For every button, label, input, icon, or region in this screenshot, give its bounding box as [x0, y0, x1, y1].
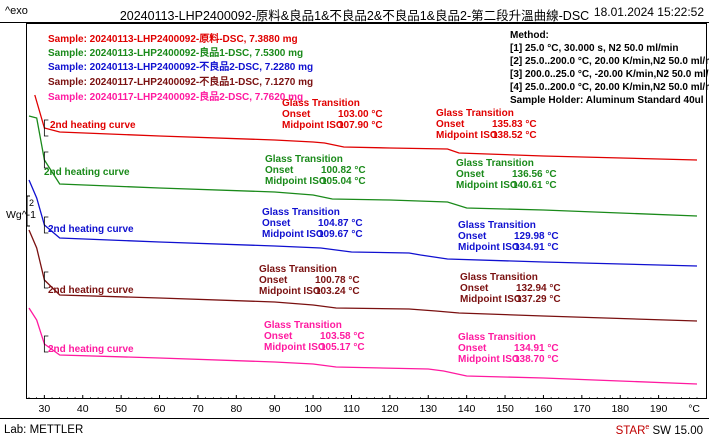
- curve-bracket: [43, 216, 49, 234]
- footer-divider: [0, 418, 709, 419]
- glass-transition-annotation: Glass Transition Onset 104.87 °C Midpoint…: [262, 207, 363, 240]
- glass-transition-annotation: Glass Transition Onset 129.98 °C Midpoint…: [458, 220, 559, 253]
- exo-direction-label: ^exo: [5, 5, 28, 17]
- x-tick-label: 150: [496, 403, 514, 415]
- curve-label: 2nd heating curve: [48, 224, 134, 235]
- curve-label: 2nd heating curve: [44, 167, 130, 178]
- x-tick-label: 70: [192, 403, 204, 415]
- method-step: [1] 25.0 °C, 30.000 s, N2 50.0 ml/min: [510, 43, 679, 54]
- glass-transition-annotation: Glass Transition Onset 100.82 °C Midpoint…: [265, 154, 366, 187]
- curve-label: 2nd heating curve: [48, 344, 134, 355]
- x-tick-label: 100: [304, 403, 322, 415]
- x-tick-label: 40: [77, 403, 89, 415]
- x-tick-label: 80: [230, 403, 242, 415]
- curve-bracket: [43, 335, 49, 353]
- curve-label: 2nd heating curve: [50, 120, 136, 131]
- dsc-curve: [34, 94, 698, 161]
- curve-bracket: [43, 151, 49, 169]
- legend-entry: Sample: 20240113-LHP2400092-不良品2-DSC, 7.…: [48, 62, 314, 73]
- legend-entry: Sample: 20240117-LHP2400092-不良品1-DSC, 7.…: [48, 77, 314, 88]
- curve-bracket: [43, 271, 49, 289]
- legend-entry: Sample: 20240117-LHP2400092-良品2-DSC, 7.7…: [48, 92, 304, 103]
- legend-entry: Sample: 20240113-LHP2400092-原料-DSC, 7.38…: [48, 34, 298, 45]
- dsc-curve: [28, 179, 698, 267]
- curve-label: 2nd heating curve: [48, 285, 134, 296]
- header-divider: [0, 22, 709, 23]
- x-tick-label: 50: [115, 403, 127, 415]
- timestamp: 18.01.2024 15:22:52: [593, 5, 704, 19]
- sample-holder: Sample Holder: Aluminum Standard 40ul: [510, 95, 704, 106]
- x-axis-unit: °C: [688, 403, 700, 415]
- method-step: [3] 200.0..25.0 °C, -20.00 K/min,N2 50.0…: [510, 69, 709, 80]
- x-tick-label: 120: [381, 403, 399, 415]
- glass-transition-annotation: Glass Transition Onset 136.56 °C Midpoint…: [456, 158, 557, 191]
- glass-transition-annotation: Glass Transition Onset 135.83 °C Midpoint…: [436, 108, 537, 141]
- method-step: [2] 25.0..200.0 °C, 20.00 K/min,N2 50.0 …: [510, 56, 709, 67]
- glass-transition-annotation: Glass Transition Onset 132.94 °C Midpoint…: [460, 272, 561, 305]
- legend-entry: Sample: 20240113-LHP2400092-良品1-DSC, 7.5…: [48, 48, 304, 59]
- scale-bar-label: 2: [29, 198, 34, 208]
- x-tick-label: 140: [458, 403, 476, 415]
- dsc-curve: [28, 229, 698, 322]
- y-axis-label: Wg^-1: [6, 209, 37, 221]
- glass-transition-annotation: Glass Transition Onset 103.00 °C Midpoint…: [282, 98, 383, 131]
- glass-transition-annotation: Glass Transition Onset 100.78 °C Midpoint…: [259, 264, 360, 297]
- x-tick-label: 160: [535, 403, 553, 415]
- x-tick-label: 130: [419, 403, 437, 415]
- glass-transition-annotation: Glass Transition Onset 103.58 °C Midpoint…: [264, 320, 365, 353]
- x-tick-label: 180: [611, 403, 629, 415]
- x-tick-label: 190: [650, 403, 668, 415]
- glass-transition-annotation: Glass Transition Onset 134.91 °C Midpoint…: [458, 332, 559, 365]
- scale-bar: [26, 195, 30, 227]
- chart-title: 20240113-LHP2400092-原料&良品1&不良品2&不良品1&良品2…: [119, 9, 590, 23]
- method-step: [4] 25.0..200.0 °C, 20.00 K/min,N2 50.0 …: [510, 82, 709, 93]
- x-tick-label: 110: [343, 403, 360, 415]
- x-tick-label: 170: [573, 403, 591, 415]
- method-title: Method:: [510, 30, 549, 41]
- curve-bracket: [43, 119, 49, 137]
- software-version: STARe SW 15.00: [615, 424, 703, 437]
- x-tick-label: 90: [269, 403, 281, 415]
- x-tick-label: 60: [154, 403, 166, 415]
- lab-label: Lab: METTLER: [4, 424, 84, 436]
- x-tick-label: 30: [39, 403, 51, 415]
